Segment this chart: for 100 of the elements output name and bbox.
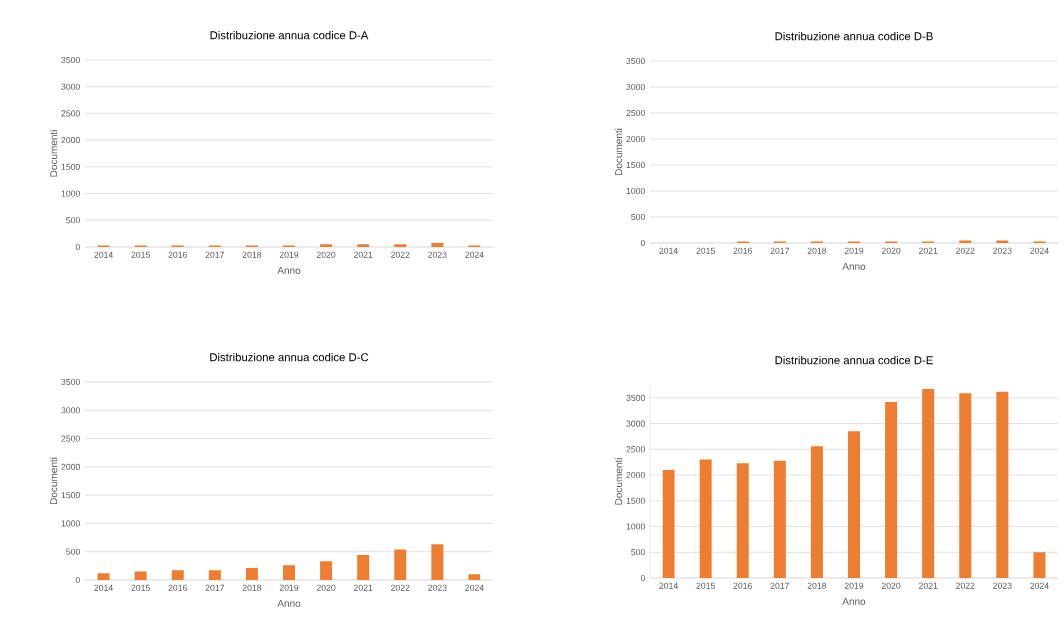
x-tick-label: 2024 — [1030, 582, 1049, 589]
x-tick-label: 2016 — [733, 247, 752, 254]
x-tick-label: 2019 — [279, 251, 299, 258]
x-tick-label: 2017 — [770, 582, 790, 589]
y-tick-label: 0 — [75, 576, 80, 584]
bar — [848, 431, 860, 578]
y-tick-label: 0 — [640, 239, 645, 247]
y-tick-label: 3500 — [626, 394, 645, 401]
x-tick-label: 2015 — [131, 584, 150, 591]
bar — [357, 555, 370, 580]
y-tick-label: 2000 — [61, 463, 80, 470]
x-tick-label: 2018 — [242, 251, 262, 258]
x-tick-label: 2022 — [391, 251, 410, 258]
y-tick-label: 2500 — [626, 109, 645, 117]
bar — [1033, 552, 1046, 578]
x-tick-label: 2023 — [993, 247, 1012, 254]
y-tick-label: 1500 — [61, 163, 80, 170]
y-tick-label: 1500 — [626, 497, 645, 504]
x-tick-label: 2018 — [807, 247, 827, 254]
bar — [662, 469, 675, 578]
bar — [810, 446, 823, 578]
y-tick-label: 500 — [631, 549, 645, 556]
x-tick-label: 2014 — [659, 582, 678, 589]
y-tick-label: 2000 — [626, 135, 645, 143]
bar — [922, 389, 935, 578]
y-tick-label: 500 — [631, 213, 645, 221]
x-tick-label: 2015 — [696, 247, 715, 254]
y-tick-label: 3000 — [626, 83, 645, 91]
x-tick-label: 2021 — [918, 582, 938, 589]
y-tick-label: 2500 — [626, 446, 645, 453]
chart-title: Distribuzione annua codice D-B — [775, 31, 933, 41]
x-tick-label: 2016 — [733, 582, 752, 589]
x-tick-label: 2019 — [844, 247, 864, 254]
x-tick-label: 2024 — [465, 251, 484, 258]
y-tick-label: 1500 — [61, 492, 80, 499]
x-tick-label: 2020 — [316, 251, 336, 258]
x-tick-label: 2021 — [918, 247, 938, 254]
y-tick-label: 0 — [75, 243, 80, 251]
y-tick-label: 3000 — [61, 407, 80, 414]
x-tick-label: 2018 — [242, 584, 262, 591]
x-tick-label: 2023 — [993, 582, 1012, 589]
y-tick-label: 3500 — [61, 56, 80, 64]
x-tick-label: 2016 — [168, 251, 187, 258]
bar — [394, 549, 407, 580]
y-tick-label: 1500 — [626, 161, 645, 169]
bar — [736, 463, 749, 578]
x-tick-label: 2014 — [659, 247, 678, 254]
x-tick-label: 2017 — [770, 247, 790, 254]
x-tick-label: 2019 — [844, 582, 864, 589]
x-tick-label: 2018 — [807, 582, 827, 589]
y-tick-label: 2000 — [626, 471, 645, 479]
bar — [97, 573, 110, 580]
x-axis-title: Anno — [277, 266, 301, 274]
x-axis-title: Anno — [842, 597, 866, 605]
x-tick-label: 2015 — [696, 582, 715, 589]
y-axis-title: Documenti — [49, 130, 58, 177]
bar — [959, 393, 972, 578]
bar — [885, 401, 898, 578]
x-tick-label: 2022 — [391, 584, 410, 591]
x-tick-label: 2015 — [131, 251, 150, 258]
x-tick-label: 2021 — [353, 584, 373, 591]
x-tick-label: 2021 — [353, 251, 373, 258]
bar — [283, 565, 296, 580]
y-tick-label: 0 — [640, 574, 645, 582]
bar — [431, 544, 444, 580]
x-tick-label: 2020 — [316, 584, 336, 591]
x-tick-label: 2020 — [881, 247, 901, 254]
bar — [134, 571, 147, 580]
x-tick-label: 2023 — [428, 251, 447, 258]
bar — [773, 460, 786, 578]
y-tick-label: 3000 — [61, 83, 80, 90]
y-axis-title: Documenti — [49, 457, 58, 505]
y-tick-label: 1000 — [626, 523, 645, 530]
bar — [320, 561, 333, 580]
chart-title: Distribuzione annua codice D-E — [775, 355, 933, 365]
y-tick-label: 2500 — [61, 435, 80, 442]
x-tick-label: 2024 — [465, 584, 484, 591]
x-tick-label: 2014 — [94, 584, 113, 591]
y-tick-label: 2000 — [61, 137, 80, 144]
y-axis-title: Documenti — [614, 458, 623, 505]
y-tick-label: 3500 — [626, 57, 645, 65]
y-tick-label: 1000 — [61, 190, 80, 197]
y-tick-label: 1000 — [626, 187, 645, 195]
y-tick-label: 2500 — [61, 110, 80, 117]
x-tick-label: 2020 — [881, 582, 901, 589]
bar — [171, 570, 184, 580]
y-tick-label: 3500 — [61, 378, 80, 386]
x-tick-label: 2014 — [94, 251, 113, 258]
x-tick-label: 2022 — [956, 582, 975, 589]
bar — [468, 574, 481, 580]
chart-title: Distribuzione annua codice D-A — [210, 30, 369, 40]
y-tick-label: 500 — [66, 217, 80, 224]
chart-title: Distribuzione annua codice D-C — [210, 352, 369, 362]
y-tick-label: 1000 — [61, 520, 80, 527]
x-tick-label: 2017 — [205, 251, 225, 258]
bar — [996, 391, 1009, 578]
x-tick-label: 2022 — [956, 247, 975, 254]
x-tick-label: 2016 — [168, 584, 187, 591]
y-tick-label: 500 — [66, 548, 80, 555]
bar — [245, 568, 258, 580]
